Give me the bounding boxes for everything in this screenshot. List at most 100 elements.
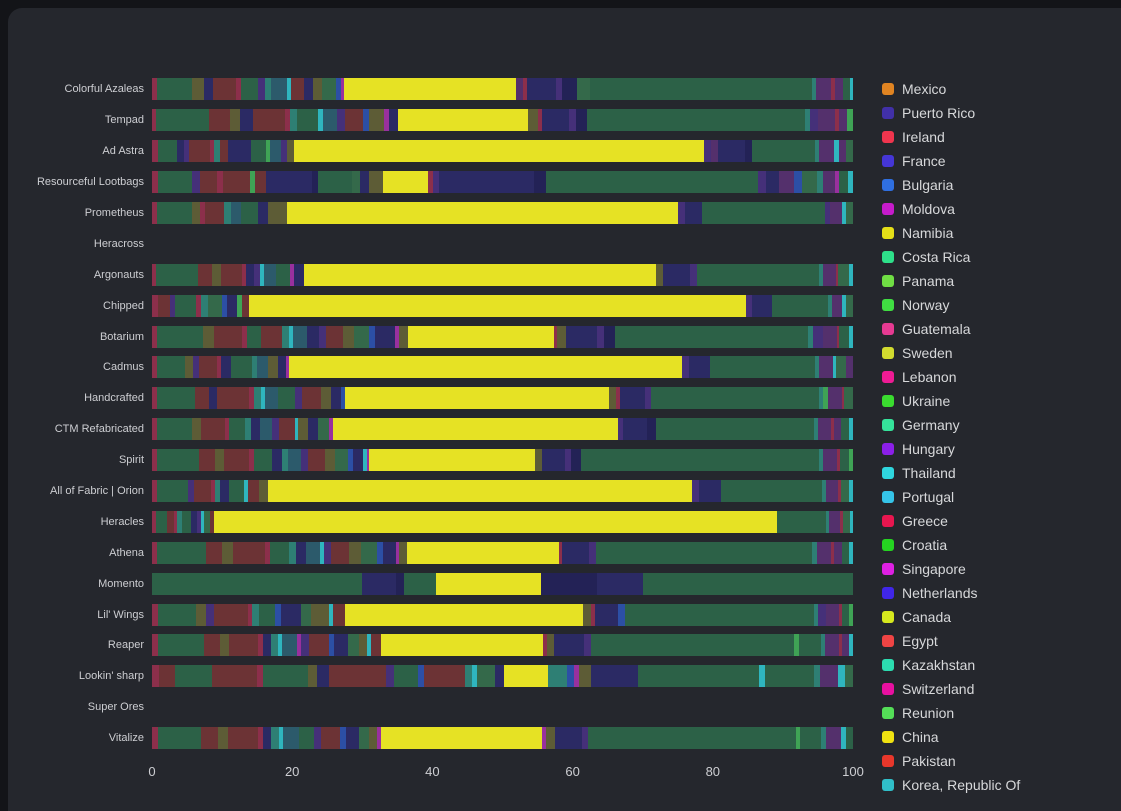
bar-segment[interactable]: [849, 634, 853, 657]
bar-segment[interactable]: [588, 541, 596, 564]
bar-segment[interactable]: [201, 294, 208, 317]
bar-segment[interactable]: [814, 140, 819, 163]
bar-segment[interactable]: [318, 109, 323, 132]
bar-segment[interactable]: [811, 78, 816, 101]
bar-segment[interactable]: [152, 541, 157, 564]
bar-segment[interactable]: [296, 634, 301, 657]
bar-segment[interactable]: [195, 387, 210, 410]
bar-segment[interactable]: [795, 727, 800, 750]
bar-segment[interactable]: [541, 727, 546, 750]
legend-swatch[interactable]: [882, 659, 894, 671]
bar-segment[interactable]: [152, 263, 157, 286]
bar-segment[interactable]: [200, 727, 218, 750]
legend-item[interactable]: Panama: [882, 269, 1020, 293]
bar-segment[interactable]: [571, 449, 582, 472]
bar-segment[interactable]: [276, 263, 291, 286]
bar-segment[interactable]: [192, 418, 202, 441]
bar-segment[interactable]: [850, 510, 853, 533]
bar-segment[interactable]: [204, 202, 225, 224]
bar-segment[interactable]: [384, 109, 389, 132]
bar-segment[interactable]: [546, 634, 555, 657]
bar-segment[interactable]: [175, 665, 212, 688]
bar-segment[interactable]: [240, 78, 259, 101]
bar-segment[interactable]: [359, 171, 369, 194]
bar-segment[interactable]: [820, 634, 825, 657]
bar-segment[interactable]: [840, 510, 844, 533]
bar-segment[interactable]: [229, 634, 258, 657]
bar-segment[interactable]: [248, 387, 254, 410]
bar-segment[interactable]: [823, 387, 829, 410]
bar-segment[interactable]: [366, 449, 370, 472]
bar-segment[interactable]: [682, 356, 689, 379]
legend-item[interactable]: Ukraine: [882, 389, 1020, 413]
bar-segment[interactable]: [746, 294, 753, 317]
bar-segment[interactable]: [404, 572, 437, 595]
bar-segment[interactable]: [684, 202, 703, 224]
bar-segment[interactable]: [271, 727, 279, 750]
bar-segment[interactable]: [152, 109, 157, 132]
bar-segment[interactable]: [839, 325, 850, 348]
legend-item[interactable]: Lebanon: [882, 365, 1020, 389]
bar-segment[interactable]: [266, 171, 312, 194]
bar-segment[interactable]: [249, 449, 255, 472]
bar-segment[interactable]: [439, 171, 535, 194]
bar-segment[interactable]: [619, 387, 645, 410]
legend-swatch[interactable]: [882, 323, 894, 335]
bar-segment[interactable]: [836, 356, 846, 379]
bar-segment[interactable]: [831, 418, 834, 441]
bar-segment[interactable]: [281, 140, 288, 163]
bar-segment[interactable]: [230, 356, 252, 379]
bar-segment[interactable]: [848, 171, 853, 194]
legend-item[interactable]: France: [882, 149, 1020, 173]
bar-segment[interactable]: [849, 480, 853, 503]
bar-segment[interactable]: [265, 541, 270, 564]
legend-item[interactable]: Kazakhstan: [882, 653, 1020, 677]
bar-segment[interactable]: [494, 665, 504, 688]
bar-segment[interactable]: [838, 140, 846, 163]
legend-item[interactable]: Ireland: [882, 125, 1020, 149]
bar-segment[interactable]: [368, 171, 383, 194]
bar-segment[interactable]: [228, 140, 251, 163]
legend-item[interactable]: Sweden: [882, 341, 1020, 365]
bar-segment[interactable]: [369, 325, 375, 348]
bar-segment[interactable]: [581, 727, 589, 750]
bar-segment[interactable]: [322, 78, 336, 101]
bar-segment[interactable]: [156, 263, 198, 286]
bar-segment[interactable]: [581, 449, 819, 472]
bar-segment[interactable]: [227, 727, 258, 750]
bar-segment[interactable]: [191, 202, 201, 224]
bar-segment[interactable]: [266, 140, 270, 163]
bar-segment[interactable]: [288, 356, 683, 379]
bar-segment[interactable]: [217, 171, 224, 194]
bar-segment[interactable]: [849, 418, 853, 441]
bar-segment[interactable]: [721, 480, 823, 503]
bar-segment[interactable]: [534, 449, 543, 472]
bar-segment[interactable]: [329, 665, 387, 688]
bar-segment[interactable]: [644, 387, 652, 410]
bar-segment[interactable]: [841, 202, 846, 224]
bar-segment[interactable]: [838, 480, 841, 503]
bar-segment[interactable]: [156, 418, 193, 441]
bar-segment[interactable]: [817, 171, 824, 194]
bar-segment[interactable]: [213, 325, 243, 348]
bar-segment[interactable]: [329, 418, 333, 441]
bar-segment[interactable]: [312, 171, 319, 194]
bar-segment[interactable]: [318, 171, 353, 194]
legend-item[interactable]: Germany: [882, 413, 1020, 437]
bar-segment[interactable]: [799, 727, 822, 750]
bar-segment[interactable]: [336, 109, 346, 132]
legend-item[interactable]: Thailand: [882, 461, 1020, 485]
bar-segment[interactable]: [822, 325, 837, 348]
bar-segment[interactable]: [262, 634, 272, 657]
legend-swatch[interactable]: [882, 779, 894, 791]
bar-segment[interactable]: [217, 727, 228, 750]
bar-segment[interactable]: [244, 480, 248, 503]
bar-segment[interactable]: [307, 449, 325, 472]
bar-segment[interactable]: [268, 480, 693, 503]
bar-segment[interactable]: [278, 634, 283, 657]
bar-segment[interactable]: [394, 325, 399, 348]
bar-segment[interactable]: [152, 78, 157, 101]
bar-segment[interactable]: [278, 727, 283, 750]
bar-segment[interactable]: [173, 510, 178, 533]
bar-segment[interactable]: [214, 480, 221, 503]
